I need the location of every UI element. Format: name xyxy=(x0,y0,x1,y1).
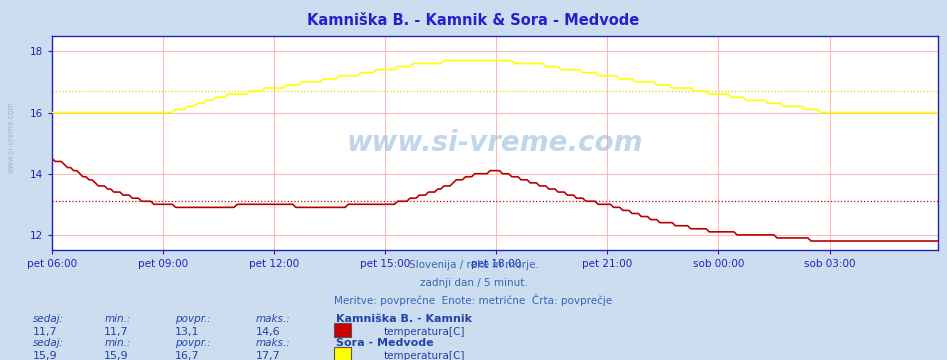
Text: 16,7: 16,7 xyxy=(175,351,200,360)
Text: maks.:: maks.: xyxy=(256,314,291,324)
Text: temperatura[C]: temperatura[C] xyxy=(384,351,465,360)
Text: temperatura[C]: temperatura[C] xyxy=(384,327,465,337)
Text: www.si-vreme.com: www.si-vreme.com xyxy=(347,129,643,157)
Text: povpr.:: povpr.: xyxy=(175,314,211,324)
Text: zadnji dan / 5 minut.: zadnji dan / 5 minut. xyxy=(420,278,527,288)
Text: 11,7: 11,7 xyxy=(104,327,129,337)
Text: 14,6: 14,6 xyxy=(256,327,280,337)
Text: 11,7: 11,7 xyxy=(33,327,58,337)
Text: maks.:: maks.: xyxy=(256,338,291,348)
Text: Slovenija / reke in morje.: Slovenija / reke in morje. xyxy=(408,260,539,270)
Text: Kamniška B. - Kamnik & Sora - Medvode: Kamniška B. - Kamnik & Sora - Medvode xyxy=(308,13,639,28)
Text: min.:: min.: xyxy=(104,314,131,324)
Text: 15,9: 15,9 xyxy=(104,351,129,360)
Text: Sora - Medvode: Sora - Medvode xyxy=(336,338,434,348)
Text: sedaj:: sedaj: xyxy=(33,338,64,348)
Text: 13,1: 13,1 xyxy=(175,327,200,337)
Text: povpr.:: povpr.: xyxy=(175,338,211,348)
Text: 15,9: 15,9 xyxy=(33,351,58,360)
Text: www.si-vreme.com: www.si-vreme.com xyxy=(7,101,16,173)
Text: sedaj:: sedaj: xyxy=(33,314,64,324)
Text: min.:: min.: xyxy=(104,338,131,348)
Text: Meritve: povprečne  Enote: metrične  Črta: povprečje: Meritve: povprečne Enote: metrične Črta:… xyxy=(334,294,613,306)
Text: Kamniška B. - Kamnik: Kamniška B. - Kamnik xyxy=(336,314,473,324)
Text: 17,7: 17,7 xyxy=(256,351,280,360)
